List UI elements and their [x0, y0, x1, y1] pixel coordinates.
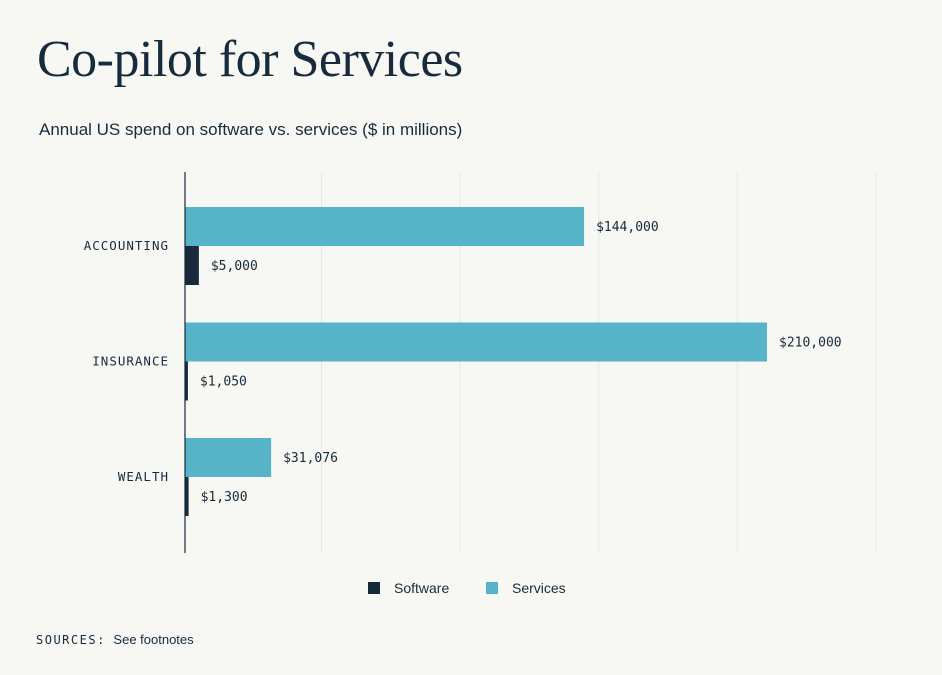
bar-software-wealth [185, 477, 189, 516]
legend-swatch-services [486, 582, 498, 594]
legend-label-services: Services [512, 580, 566, 596]
legend-item-software: Software [368, 580, 449, 596]
bar-software-insurance [185, 361, 188, 401]
chart-title: Co-pilot for Services [37, 31, 463, 88]
data-label-software-accounting: $5,000 [211, 259, 258, 274]
legend-swatch-software [368, 582, 380, 594]
bar-services-insurance [185, 322, 767, 362]
sources-text: See footnotes [113, 632, 194, 647]
category-label-wealth: WEALTH [118, 469, 169, 484]
sources-note: SOURCES: See footnotes [36, 632, 194, 647]
sources-key: SOURCES: [36, 633, 106, 647]
category-label-accounting: ACCOUNTING [84, 238, 169, 253]
data-label-software-insurance: $1,050 [200, 375, 247, 390]
legend-item-services: Services [486, 580, 566, 596]
legend-label-software: Software [394, 580, 450, 596]
data-label-services-wealth: $31,076 [283, 451, 338, 466]
legend: Software Services [0, 580, 942, 598]
bar-software-accounting [185, 246, 199, 285]
data-label-services-insurance: $210,000 [779, 336, 842, 351]
data-label-services-accounting: $144,000 [596, 220, 659, 235]
chart-subtitle: Annual US spend on software vs. services… [39, 120, 463, 139]
data-label-software-wealth: $1,300 [201, 490, 248, 505]
bar-services-wealth [185, 438, 272, 477]
category-label-insurance: INSURANCE [92, 354, 169, 369]
bar-services-accounting [185, 207, 585, 246]
